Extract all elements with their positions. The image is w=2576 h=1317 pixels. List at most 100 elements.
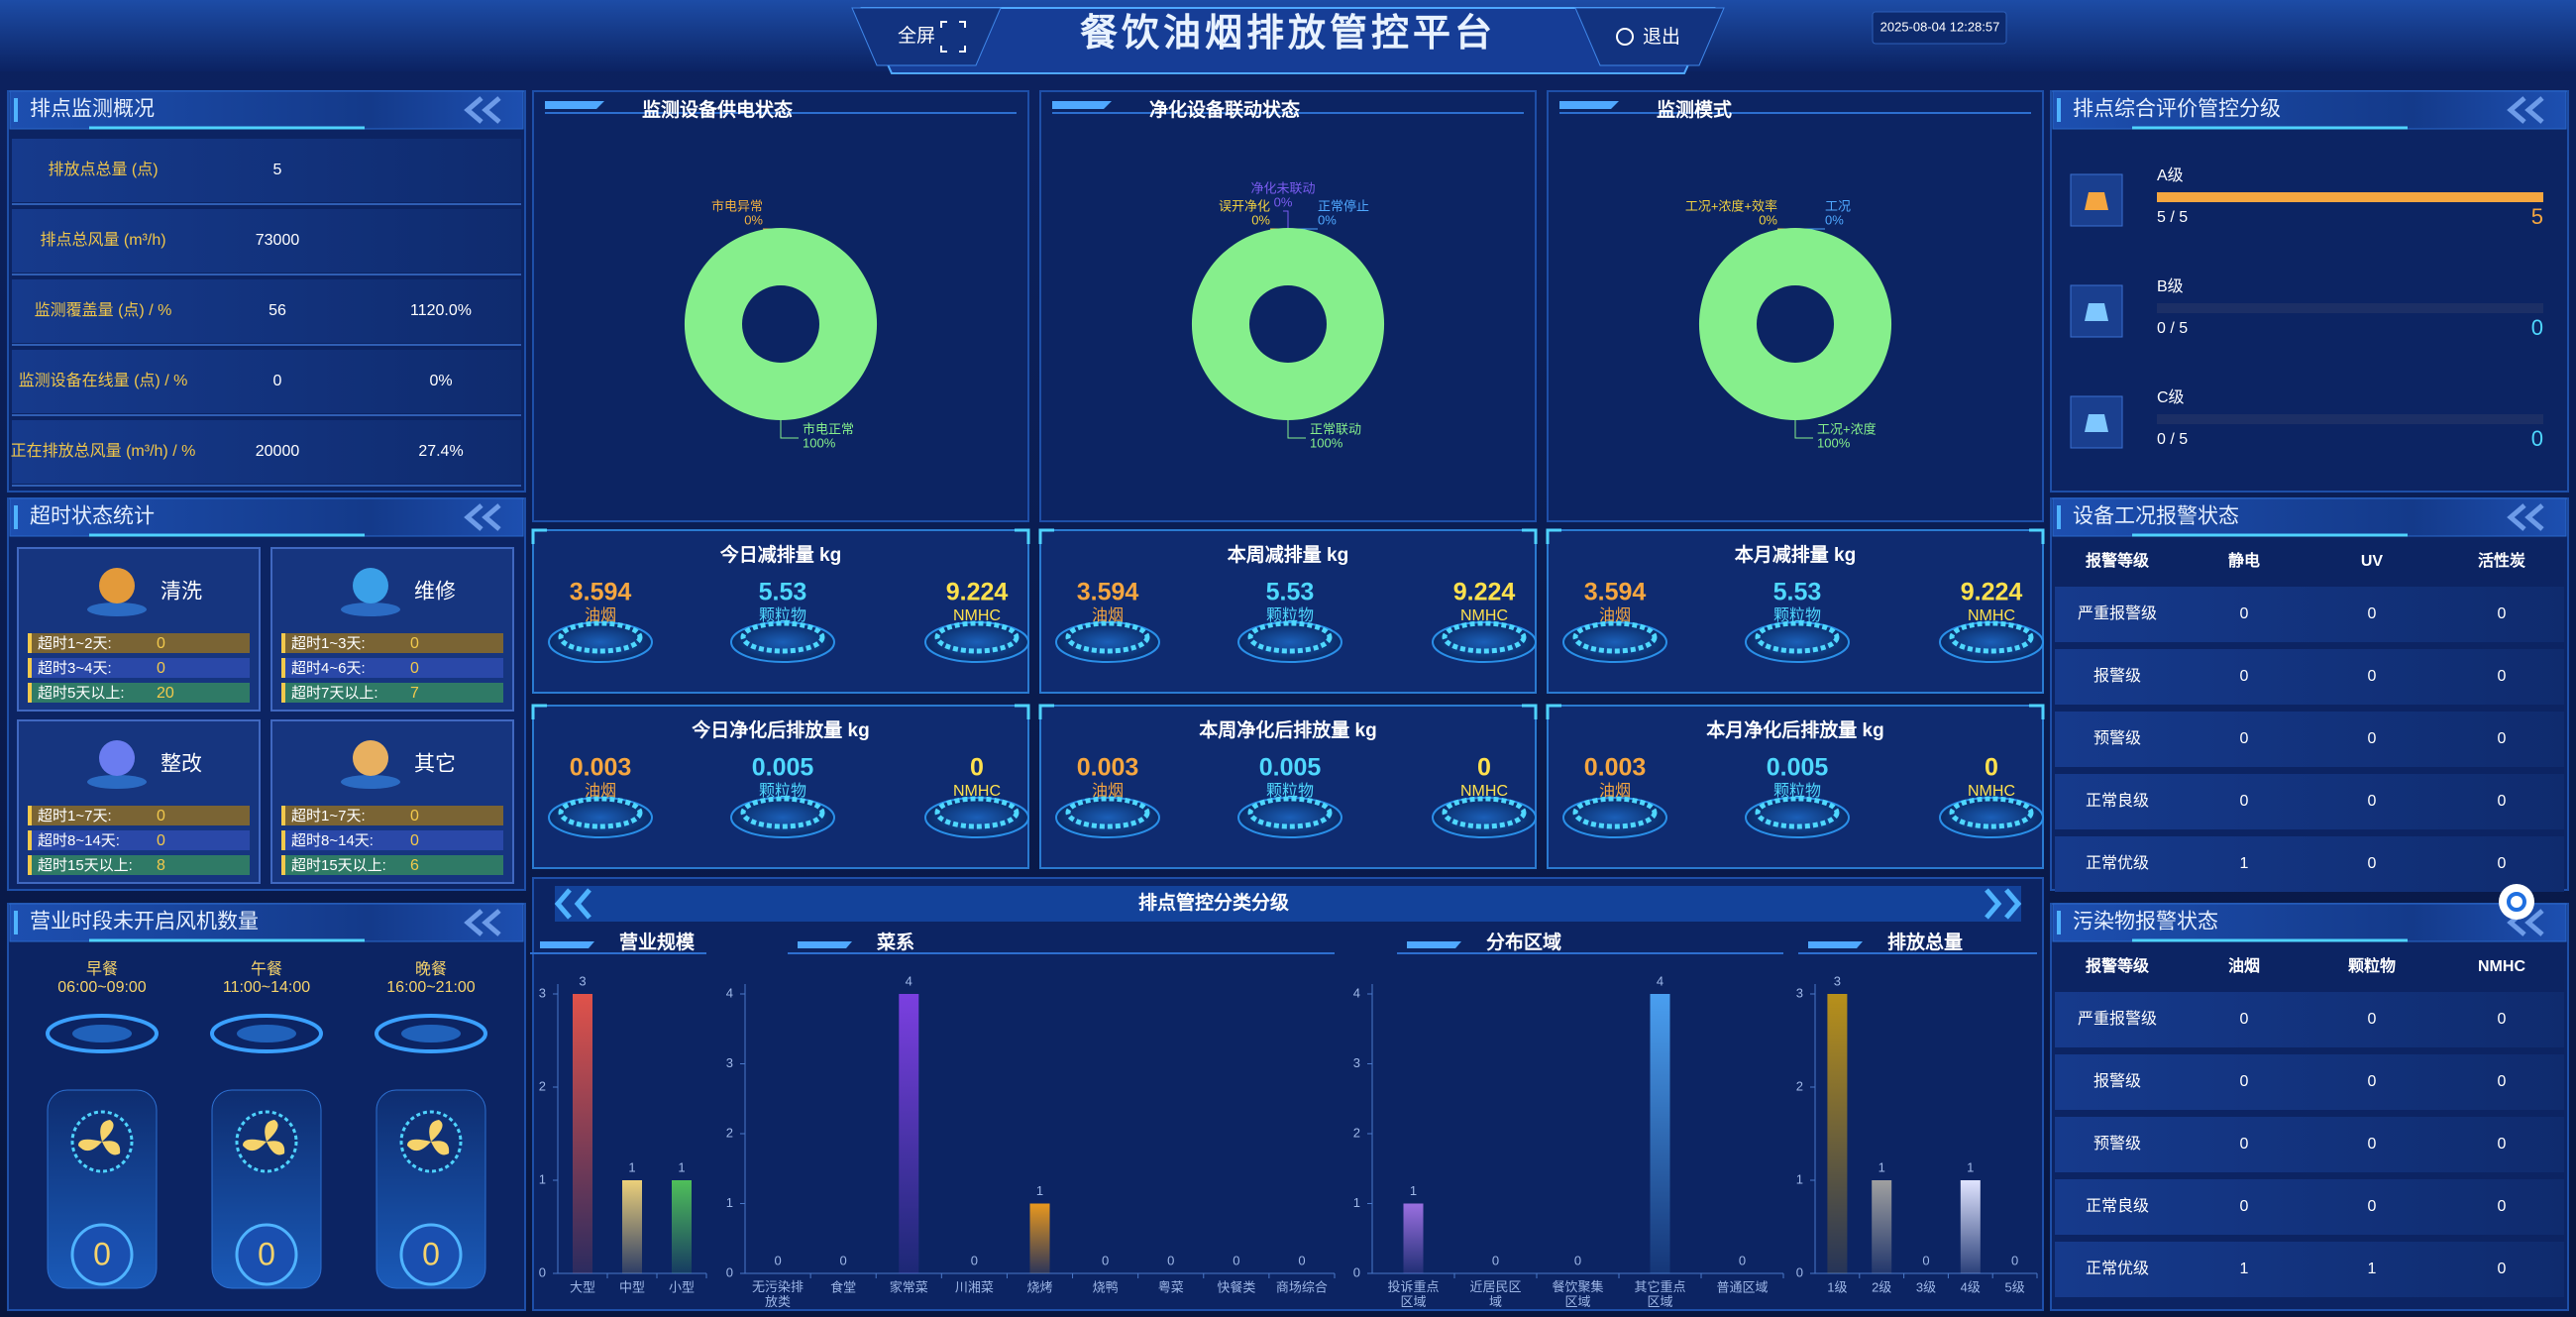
overview-row [12, 420, 521, 484]
disk-ring [1949, 620, 2034, 654]
fullscreen-button[interactable]: 全屏 [898, 25, 935, 47]
fan-count: 0 [258, 1236, 275, 1271]
disk-outer [924, 797, 1029, 838]
pie-value-label: 0% [1825, 212, 1844, 227]
y-tick-label: 1 [1353, 1195, 1360, 1210]
disk-ring [740, 620, 825, 654]
overview-row [12, 139, 521, 202]
x-tick-label: 家常菜 [890, 1279, 928, 1294]
emission-value: 9.224 [946, 579, 1009, 606]
bar-value-label: 1 [678, 1159, 685, 1174]
overtime-value: 8 [157, 857, 165, 874]
y-tick-label: 0 [1796, 1264, 1803, 1279]
emission-label: NMHC [1460, 783, 1508, 800]
level-name: A级 [2157, 166, 2184, 184]
table-row [2055, 1117, 2564, 1172]
level-ratio: 0 / 5 [2157, 431, 2188, 448]
stripe-accent [281, 683, 285, 703]
panel [1039, 90, 1537, 522]
logout-button[interactable]: 退出 [1643, 26, 1680, 48]
y-tick-label: 3 [726, 1055, 733, 1070]
emission-label: NMHC [1968, 607, 2015, 624]
bar-value-label: 4 [906, 973, 912, 988]
y-tick-label: 4 [726, 985, 733, 1000]
disk-outer [1939, 621, 2044, 663]
overtime-value: 7 [410, 685, 419, 702]
disk-ring [558, 796, 643, 829]
y-tick-label: 4 [1353, 985, 1360, 1000]
overtime-stripe [28, 806, 250, 825]
panel [532, 90, 1029, 522]
overtime-label: 超时1~7天: [291, 808, 366, 824]
fan-count: 0 [422, 1236, 440, 1271]
emission-label: 油烟 [1092, 606, 1124, 624]
overtime-value: 0 [410, 635, 419, 652]
value-disk [70, 1223, 134, 1286]
overview-row [12, 279, 521, 343]
table-cell: 1 [2368, 1261, 2377, 1277]
bar [1872, 1180, 1892, 1273]
bar [1403, 1203, 1424, 1273]
table-header: NMHC [2478, 958, 2525, 975]
table-cell: 0 [2368, 668, 2377, 685]
logout-icon[interactable] [1616, 28, 1634, 46]
level-track [2157, 414, 2543, 424]
overview-percent: 27.4% [418, 443, 463, 460]
table-cell: 0 [2240, 730, 2249, 747]
disk-ring [1065, 796, 1150, 829]
overview-value: 0 [273, 373, 282, 389]
table-cell: 0 [2368, 730, 2377, 747]
leader-line [1283, 210, 1289, 228]
card-corner [531, 528, 1030, 544]
emission-value: 9.224 [1961, 579, 2023, 606]
float-button[interactable] [2499, 884, 2534, 920]
overtime-label: 超时5天以上: [38, 685, 125, 702]
card-corner [1546, 528, 2045, 544]
emission-label: 油烟 [585, 606, 616, 624]
overtime-label: 超时1~3天: [291, 635, 366, 652]
overtime-value: 0 [157, 635, 165, 652]
classification-title: 排点管控分类分级 [1138, 891, 1289, 914]
y-tick-label: 0 [726, 1264, 733, 1279]
overtime-label: 超时4~6天: [291, 660, 366, 677]
disk-ring [1755, 620, 1840, 654]
header-chevrons [464, 96, 501, 124]
table-cell: 0 [2368, 793, 2377, 810]
fullscreen-icon[interactable] [940, 21, 966, 53]
disk-outer [730, 797, 835, 838]
bar-value-label: 1 [1967, 1159, 1974, 1174]
overtime-value: 0 [410, 660, 419, 677]
emission-card [1039, 529, 1537, 694]
level-value: 0 [2531, 426, 2543, 451]
emission-value: 3.594 [570, 579, 632, 606]
emission-card [532, 705, 1029, 869]
emission-value: 3.594 [1077, 579, 1139, 606]
emission-label: NMHC [1968, 783, 2015, 800]
overtime-stripe [28, 683, 250, 703]
level-label: 正常优级 [2086, 854, 2149, 872]
disk-outer [924, 621, 1029, 663]
overtime-label: 超时15天以上: [291, 857, 386, 874]
overtime-value: 0 [157, 808, 165, 824]
card-corner [1038, 704, 1538, 719]
table-header: 报警等级 [2086, 551, 2150, 570]
table-cell: 0 [2498, 1073, 2507, 1090]
x-tick-label: 大型 [570, 1279, 595, 1294]
table-cell: 1 [2240, 855, 2249, 872]
table-row [2055, 992, 2564, 1047]
table-cell: 0 [2368, 1073, 2377, 1090]
table-cell: 0 [2240, 668, 2249, 685]
period-time: 06:00~09:00 [57, 979, 147, 996]
bar-value-label: 0 [2011, 1253, 2018, 1267]
overtime-label: 超时1~2天: [38, 635, 112, 652]
emission-label: 颗粒物 [1773, 606, 1821, 624]
sub-title: 监测设备供电状态 [642, 98, 793, 121]
card-corner [531, 704, 1030, 719]
disk-outer [1745, 621, 1850, 663]
table-cell: 0 [2240, 793, 2249, 810]
overview-percent: 1120.0% [410, 302, 472, 319]
pie-value-label: 0% [1274, 194, 1293, 209]
disk-outer [1055, 621, 1160, 663]
